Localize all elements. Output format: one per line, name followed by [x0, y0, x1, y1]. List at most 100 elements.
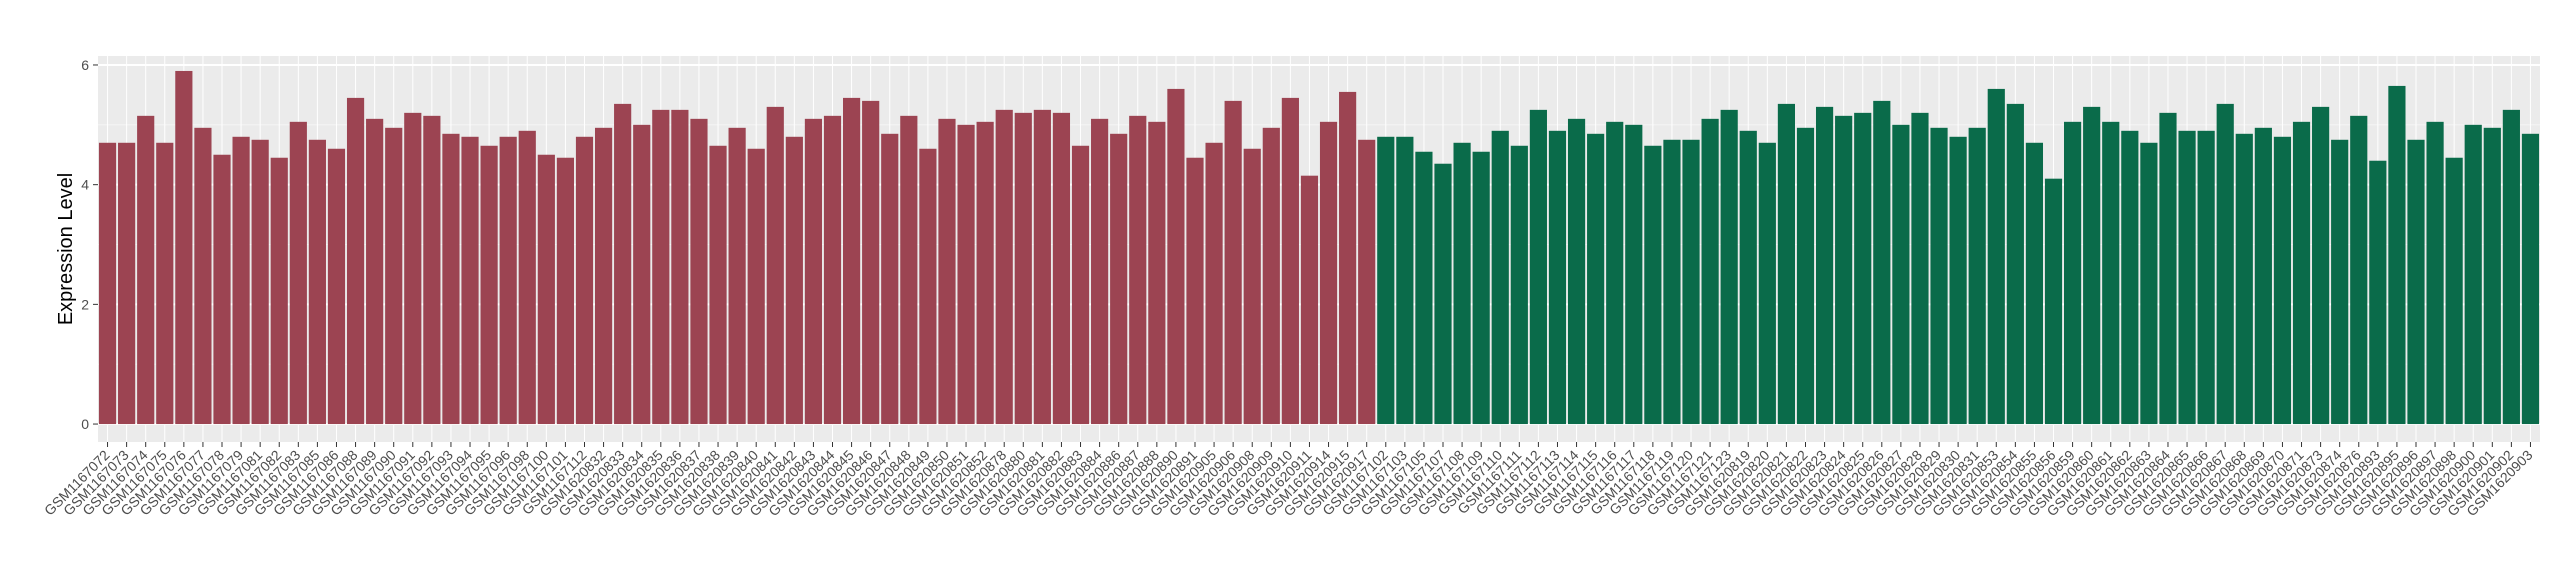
bar-GSM1620843: [804, 118, 823, 425]
bar-GSM1620896: [2407, 139, 2425, 425]
bar-GSM1167120: [1682, 139, 1700, 425]
bar-GSM1620867: [2216, 103, 2234, 425]
bar-GSM1167094: [461, 136, 479, 425]
bar-GSM1167086: [327, 148, 346, 425]
bars: [98, 70, 2540, 425]
bar-GSM1620868: [2235, 133, 2253, 425]
bar-GSM1620883: [1071, 145, 1090, 425]
bar-GSM1620871: [2292, 121, 2311, 425]
bar-GSM1620847: [881, 133, 899, 425]
bar-GSM1167090: [385, 127, 403, 425]
bar-GSM1620821: [1777, 103, 1795, 425]
bar-GSM1620844: [823, 115, 842, 425]
bar-GSM1620901: [2483, 127, 2501, 425]
bar-GSM1167117: [1625, 124, 1643, 425]
bar-GSM1620848: [900, 115, 918, 425]
bar-GSM1167092: [423, 115, 441, 425]
bar-GSM1167073: [118, 142, 136, 425]
bar-GSM1620887: [1129, 115, 1147, 425]
bar-GSM1620849: [919, 148, 937, 425]
bar-GSM1620838: [709, 145, 727, 425]
bar-GSM1167081: [251, 139, 269, 425]
bar-GSM1620853: [1987, 88, 2005, 425]
bar-GSM1620833: [614, 103, 632, 425]
bar-GSM1167114: [1567, 118, 1586, 425]
bar-GSM1620834: [633, 124, 651, 425]
bar-GSM1620870: [2273, 136, 2292, 425]
bar-GSM1620830: [1949, 136, 1967, 425]
bar-GSM1620855: [2025, 142, 2044, 425]
bar-GSM1167075: [156, 142, 174, 425]
bar-GSM1167089: [366, 118, 384, 425]
bar-GSM1167082: [270, 157, 288, 425]
bar-GSM1620845: [843, 97, 861, 425]
bar-GSM1167105: [1415, 151, 1433, 425]
bar-GSM1167078: [213, 154, 231, 425]
bar-GSM1620825: [1854, 112, 1872, 425]
bar-GSM1167091: [404, 112, 422, 425]
bar-GSM1620820: [1758, 142, 1776, 425]
bar-GSM1620878: [995, 109, 1013, 425]
bar-GSM1620861: [2102, 121, 2120, 425]
bar-GSM1620898: [2445, 157, 2463, 425]
bar-GSM1620917: [1358, 139, 1376, 425]
bar-GSM1167088: [346, 97, 365, 425]
bar-GSM1167079: [232, 136, 250, 425]
bar-GSM1620886: [1110, 133, 1128, 425]
bar-GSM1620914: [1319, 121, 1338, 425]
bar-GSM1620910: [1281, 97, 1299, 425]
bar-GSM1620854: [2006, 103, 2024, 425]
bar-GSM1167110: [1491, 130, 1509, 425]
bar-GSM1620876: [2350, 115, 2368, 425]
bar-GSM1167115: [1587, 133, 1605, 425]
bar-GSM1620874: [2331, 139, 2349, 425]
y-tick-label: 2: [81, 296, 89, 312]
bar-GSM1167101: [556, 157, 574, 425]
bar-GSM1620842: [785, 136, 803, 425]
bar-GSM1620839: [728, 127, 746, 425]
bar-GSM1620869: [2254, 127, 2272, 425]
bar-GSM1620862: [2121, 130, 2139, 425]
bar-GSM1620836: [671, 109, 689, 425]
bar-GSM1620824: [1835, 115, 1853, 425]
bar-GSM1167107: [1434, 163, 1452, 425]
bar-GSM1620859: [2064, 121, 2082, 425]
bar-GSM1167095: [480, 145, 498, 425]
bar-GSM1620852: [976, 121, 994, 425]
bar-GSM1620823: [1815, 106, 1834, 425]
bar-GSM1620837: [690, 118, 708, 425]
bar-GSM1620841: [766, 106, 784, 425]
bar-GSM1167113: [1548, 130, 1567, 425]
bar-GSM1620835: [652, 109, 670, 425]
bar-GSM1620864: [2159, 112, 2177, 425]
bar-GSM1167112: [575, 136, 594, 425]
bar-GSM1167123: [1720, 109, 1738, 425]
bar-GSM1620893: [2369, 160, 2387, 425]
bar-GSM1167100: [537, 154, 555, 425]
bar-GSM1167077: [194, 127, 212, 425]
bar-GSM1620819: [1739, 130, 1757, 425]
bar-GSM1620890: [1167, 88, 1185, 425]
bar-GSM1167096: [499, 136, 517, 425]
bar-GSM1167108: [1453, 142, 1471, 425]
bar-GSM1167076: [175, 70, 193, 425]
bar-GSM1620911: [1300, 175, 1319, 425]
bar-GSM1620828: [1911, 112, 1929, 425]
bar-GSM1167112: [1529, 109, 1547, 425]
bar-GSM1167093: [442, 133, 460, 425]
bar-GSM1620915: [1339, 91, 1357, 425]
bar-GSM1620891: [1186, 157, 1204, 425]
bar-GSM1167116: [1606, 121, 1624, 425]
bar-GSM1620905: [1205, 142, 1223, 425]
axis-labels: 0246GSM1167072GSM1167073GSM1167074GSM116…: [41, 57, 2536, 519]
bar-GSM1620863: [2140, 142, 2158, 425]
bar-GSM1620856: [2044, 178, 2063, 425]
bar-GSM1620882: [1052, 112, 1071, 425]
bar-GSM1620831: [1968, 127, 1986, 425]
bar-GSM1167102: [1377, 136, 1395, 425]
bar-GSM1620888: [1148, 121, 1166, 425]
bar-GSM1620895: [2388, 85, 2406, 425]
bar-GSM1620865: [2178, 130, 2196, 425]
